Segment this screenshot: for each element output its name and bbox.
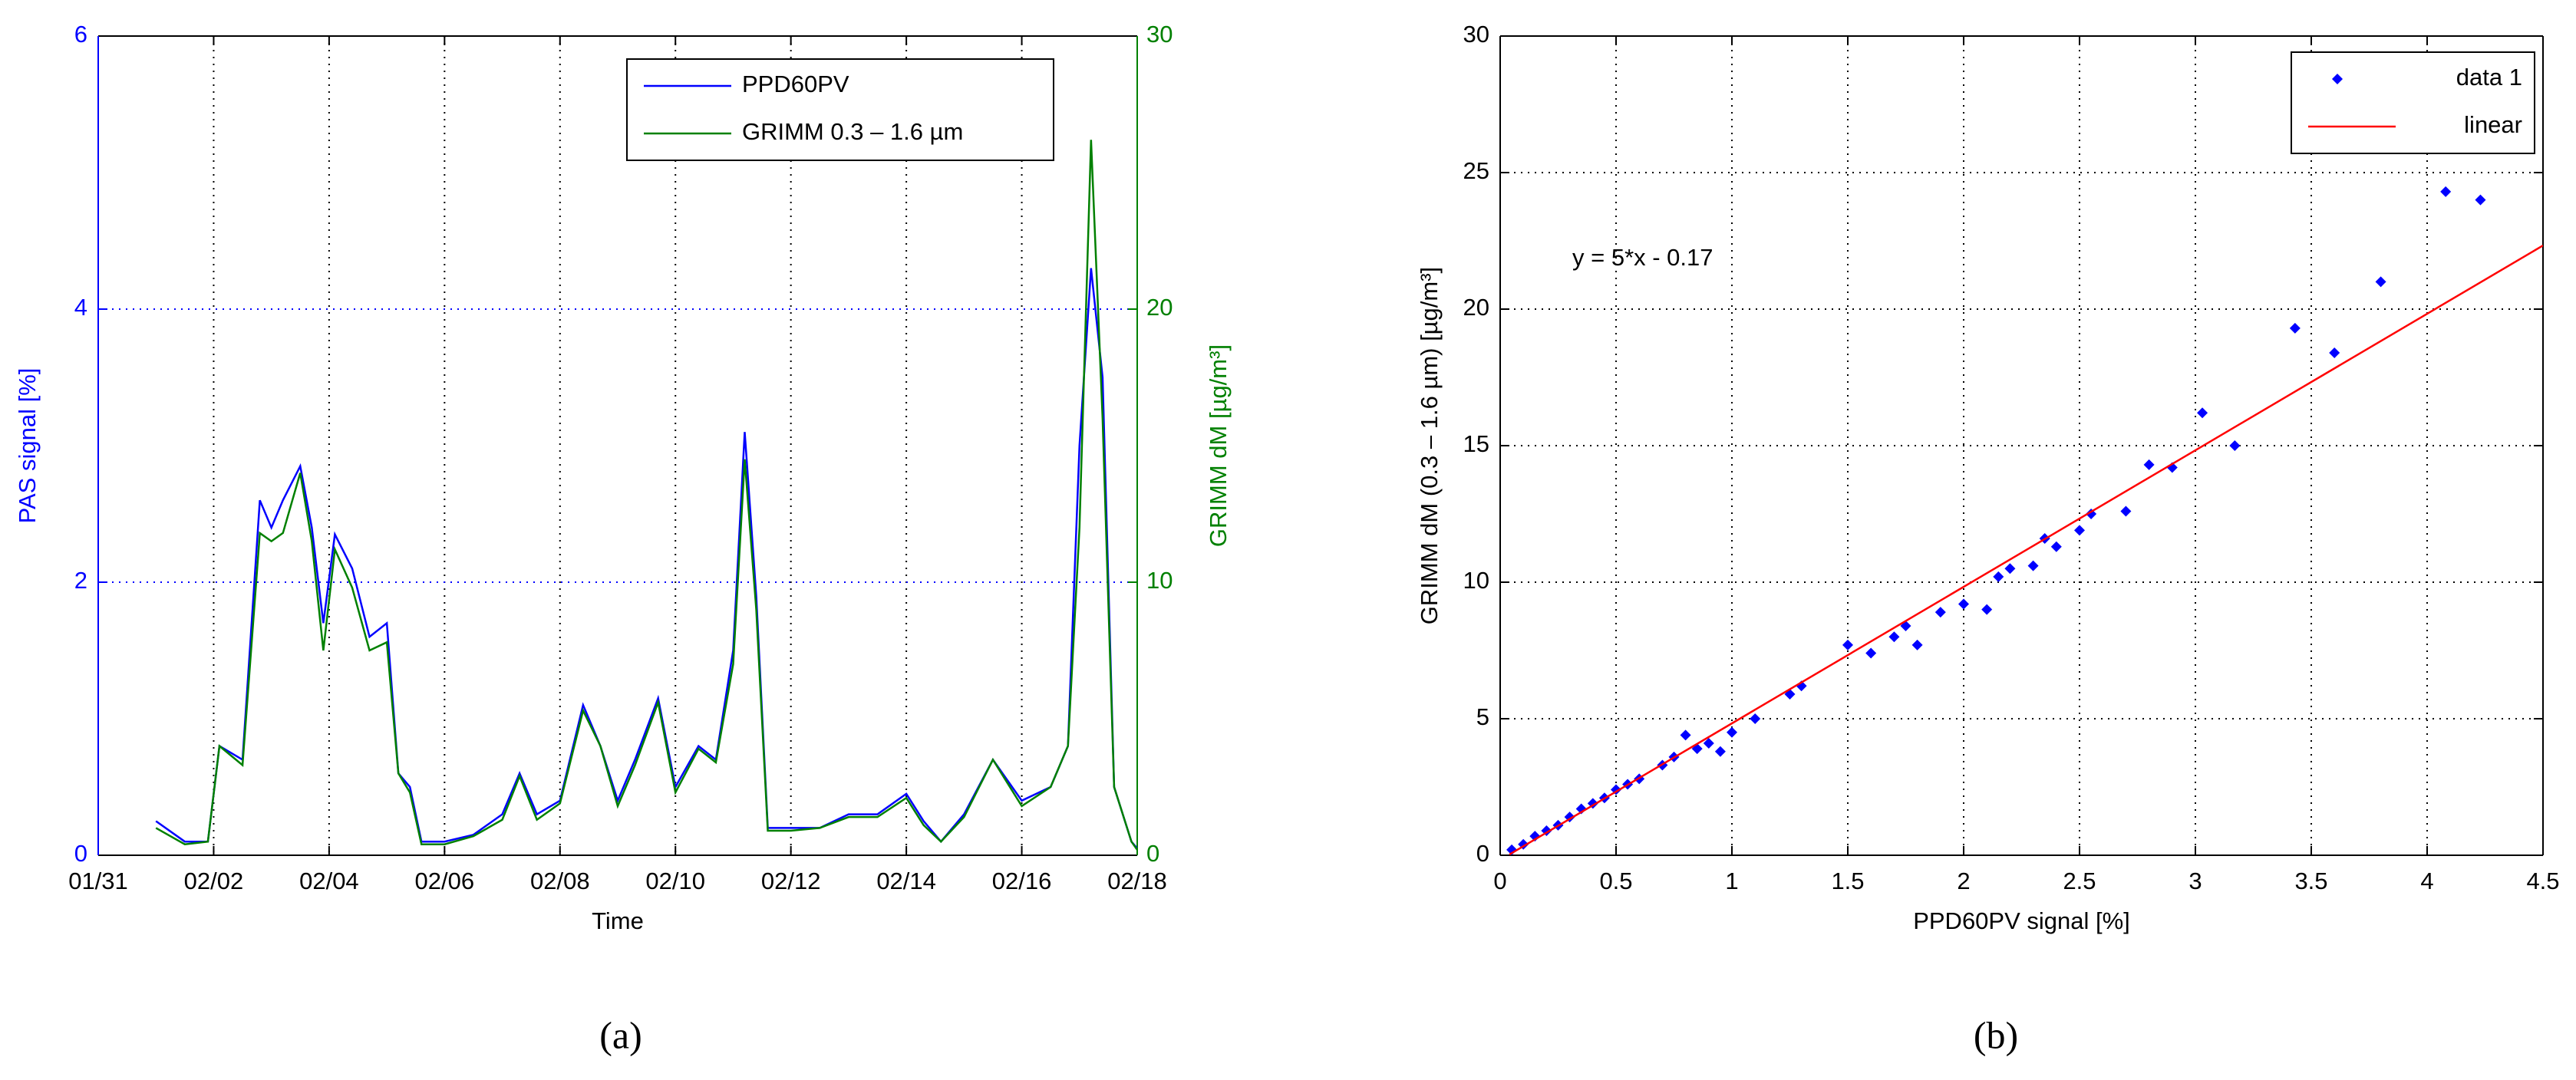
x-tick-label: 02/14 [876, 868, 936, 894]
y2-tick-label: 0 [1146, 840, 1159, 867]
y-tick-label: 0 [1476, 840, 1489, 867]
y-tick-label: 4 [74, 294, 87, 321]
y-axis-label: GRIMM dM (0.3 – 1.6 µm) [µg/m³] [1416, 267, 1443, 624]
legend-swatch [2332, 74, 2343, 84]
data-point [2229, 440, 2241, 451]
data-point [1911, 639, 1923, 650]
data-point [2143, 459, 2155, 470]
data-point [1865, 647, 1877, 659]
x-tick-label: 3.5 [2294, 868, 2327, 894]
chart: 01/31 02/02 02/04 02/06 02/08 02/10 02/12 02/14… [14, 21, 1232, 1056]
y2-tick-label: 10 [1146, 567, 1173, 594]
data-point [2289, 322, 2301, 334]
x-tick-label: 02/12 [761, 868, 821, 894]
x-tick-label: 1.5 [1831, 868, 1864, 894]
data-line [155, 268, 1137, 849]
y2-tick-label: 30 [1146, 21, 1173, 48]
legend-box [2291, 51, 2535, 154]
data-line [155, 140, 1137, 851]
legend-label: GRIMM 0.3 – 1.6 µm [742, 118, 963, 145]
data-point [1714, 746, 1726, 757]
data-point [1750, 713, 1761, 724]
x-tick-label: 02/18 [1107, 868, 1167, 894]
x-tick-label: 1 [1725, 868, 1738, 894]
x-tick-label: 2.5 [2063, 868, 2096, 894]
y-tick-label: 30 [1463, 21, 1489, 48]
data-point [1958, 598, 1969, 610]
x-tick-label: 4.5 [2526, 868, 2559, 894]
panel-label: (a) [599, 1013, 642, 1056]
data-point [2120, 505, 2132, 517]
legend-label: data 1 [2456, 64, 2522, 91]
y2-tick-label: 20 [1146, 294, 1173, 321]
x-tick-label: 01/31 [68, 868, 128, 894]
data-point [2475, 194, 2486, 206]
y-tick-label: 10 [1463, 567, 1489, 594]
x-tick-label: 0 [1493, 868, 1506, 894]
x-tick-label: 2 [1957, 868, 1970, 894]
x-tick-label: 02/04 [299, 868, 359, 894]
y-tick-label: 20 [1463, 294, 1489, 321]
x-tick-label: 4 [2420, 868, 2433, 894]
y2-axis-label: GRIMM dM [µg/m³] [1205, 344, 1232, 547]
data-point [1680, 729, 1691, 741]
panel-label: (b) [1974, 1013, 2018, 1056]
y-tick-label: 5 [1476, 703, 1489, 730]
data-point [2050, 541, 2062, 552]
legend-label: linear [2464, 111, 2522, 138]
data-point [1993, 571, 2004, 582]
x-tick-label: 02/06 [415, 868, 475, 894]
y-tick-label: 15 [1463, 430, 1489, 457]
y-tick-label: 6 [74, 21, 87, 48]
plot-area [155, 140, 1137, 851]
legend-box [626, 58, 1054, 161]
x-tick-label: 02/02 [184, 868, 244, 894]
x-tick-label: 02/10 [645, 868, 705, 894]
y-tick-label: 0 [74, 840, 87, 867]
x-axis-label: Time [592, 907, 644, 934]
data-point [2197, 407, 2208, 419]
legend-label: PPD60PV [742, 71, 849, 97]
annotation: y = 5*x - 0.17 [1572, 244, 1713, 271]
plot-area [1506, 186, 2543, 855]
data-point [1981, 604, 1993, 615]
y-tick-label: 25 [1463, 157, 1489, 184]
legend: data 1 linear [2291, 51, 2535, 154]
data-point [2074, 525, 2085, 536]
x-tick-label: 0.5 [1599, 868, 1632, 894]
x-tick-label: 02/08 [530, 868, 590, 894]
data-point [2027, 560, 2039, 571]
data-line [1509, 244, 2543, 855]
data-point [1934, 607, 1946, 618]
data-point [2375, 276, 2386, 288]
y-tick-label: 2 [74, 567, 87, 594]
legend: PPD60PV GRIMM 0.3 – 1.6 µm [626, 58, 1054, 161]
x-tick-label: 02/16 [992, 868, 1052, 894]
data-point [1727, 726, 1737, 738]
data-point [1842, 639, 1853, 650]
y-axis-label: PAS signal [%] [14, 368, 41, 524]
data-point [1703, 738, 1714, 749]
data-point [2004, 563, 2016, 575]
x-tick-label: 3 [2188, 868, 2202, 894]
data-point [1888, 631, 1900, 643]
data-point [2329, 347, 2340, 358]
x-axis-label: PPD60PV signal [%] [1913, 907, 2130, 934]
chart: 0 0.5 1 1.5 2 2.5 3 3.5 4 4.5 0 5 10 15 20 25 30 data 1 li… [1416, 21, 2559, 1056]
data-point [2440, 186, 2452, 197]
